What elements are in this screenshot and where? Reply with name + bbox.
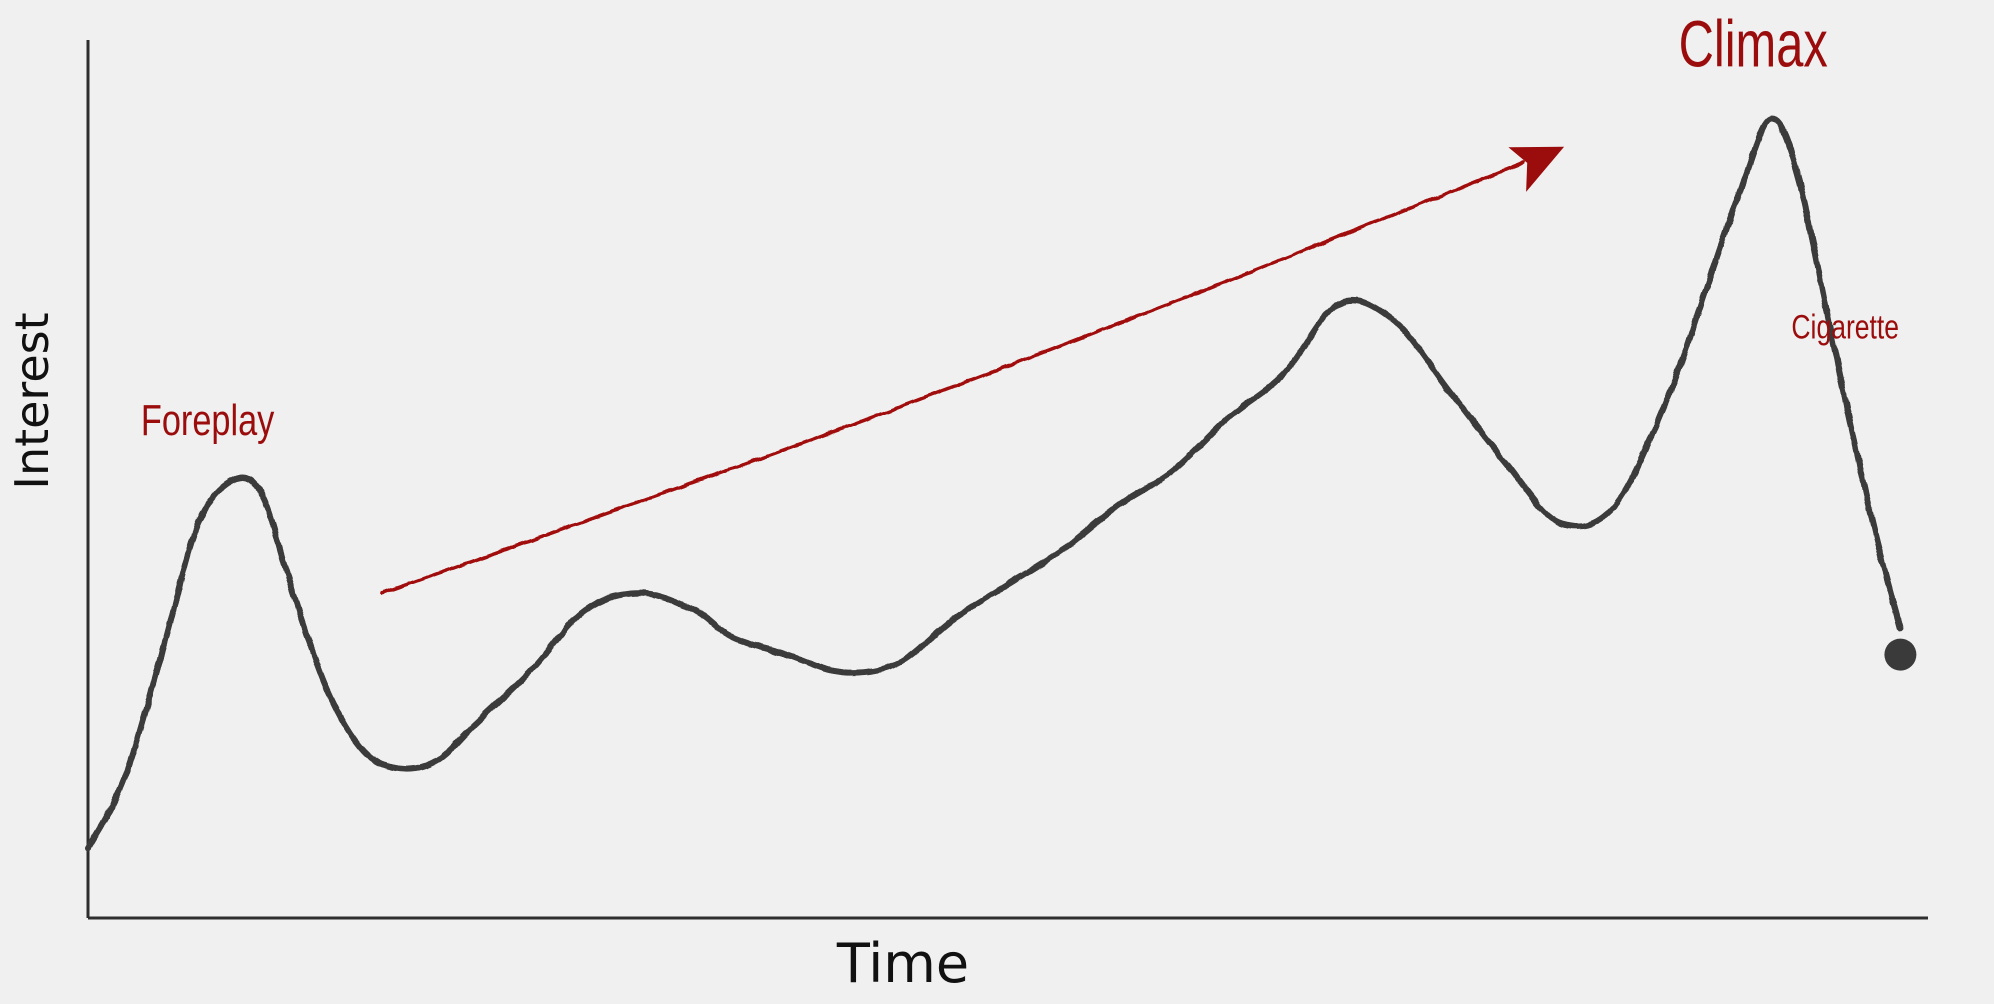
endpoint-marker <box>1884 638 1917 671</box>
trend-arrow <box>380 146 1565 595</box>
trend-arrow-line <box>380 161 1525 595</box>
trend-arrow-head <box>1508 146 1565 192</box>
annotation-climax: Climax <box>1679 7 1828 81</box>
series-group <box>85 116 1917 851</box>
interest-curve <box>85 116 1904 851</box>
y-axis-label: Interest <box>5 312 59 489</box>
annotation-foreplay: Foreplay <box>141 396 275 445</box>
x-axis-label: Time <box>836 932 969 995</box>
annotations: Foreplay Climax Cigarette <box>141 7 1899 445</box>
annotation-cigarette: Cigarette <box>1791 308 1899 346</box>
